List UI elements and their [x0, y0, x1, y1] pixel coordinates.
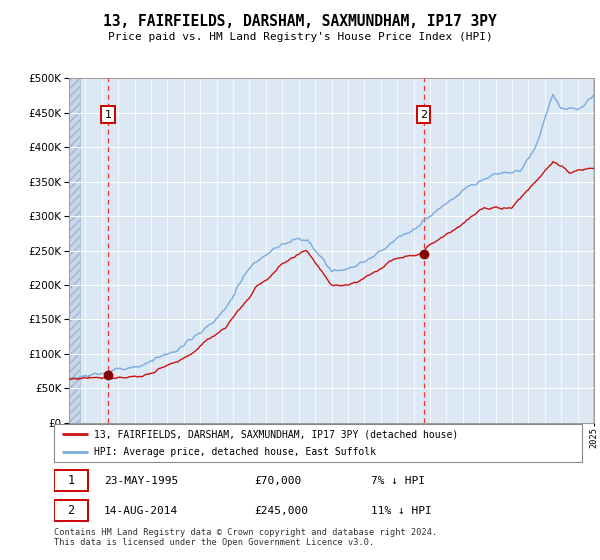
Text: 23-MAY-1995: 23-MAY-1995	[104, 475, 178, 486]
Text: 14-AUG-2014: 14-AUG-2014	[104, 506, 178, 516]
Text: 1: 1	[104, 110, 112, 120]
Text: 7% ↓ HPI: 7% ↓ HPI	[371, 475, 425, 486]
Text: 1: 1	[68, 474, 75, 487]
Bar	[69, 78, 80, 423]
Bar	[593, 78, 594, 423]
Text: 2: 2	[68, 504, 75, 517]
Text: 13, FAIRFIELDS, DARSHAM, SAXMUNDHAM, IP17 3PY: 13, FAIRFIELDS, DARSHAM, SAXMUNDHAM, IP1…	[103, 14, 497, 29]
Text: £245,000: £245,000	[254, 506, 308, 516]
FancyBboxPatch shape	[54, 470, 88, 491]
FancyBboxPatch shape	[54, 500, 88, 521]
Text: 13, FAIRFIELDS, DARSHAM, SAXMUNDHAM, IP17 3PY (detached house): 13, FAIRFIELDS, DARSHAM, SAXMUNDHAM, IP1…	[94, 429, 458, 439]
Text: 2: 2	[420, 110, 427, 120]
Text: £70,000: £70,000	[254, 475, 302, 486]
FancyBboxPatch shape	[54, 424, 582, 462]
Text: Price paid vs. HM Land Registry's House Price Index (HPI): Price paid vs. HM Land Registry's House …	[107, 32, 493, 43]
Text: HPI: Average price, detached house, East Suffolk: HPI: Average price, detached house, East…	[94, 447, 376, 458]
Text: 11% ↓ HPI: 11% ↓ HPI	[371, 506, 431, 516]
Text: Contains HM Land Registry data © Crown copyright and database right 2024.
This d: Contains HM Land Registry data © Crown c…	[54, 528, 437, 547]
